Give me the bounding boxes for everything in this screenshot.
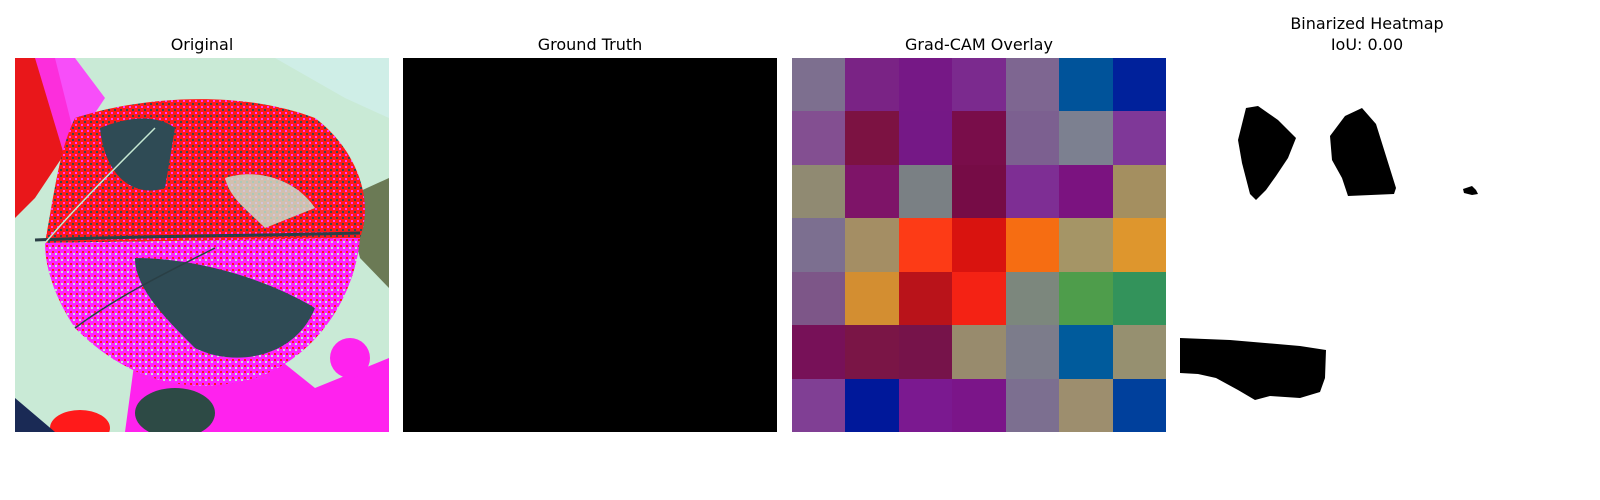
gradcam-cell-1-6 [1112, 111, 1166, 165]
gradcam-grid [792, 58, 1166, 432]
gradcam-cell-6-0 [792, 378, 846, 432]
gradcam-cell-2-1 [845, 164, 899, 219]
gradcam-title: Grad-CAM Overlay [905, 35, 1053, 54]
gradcam-cell-1-1 [845, 111, 899, 165]
binarized-subtitle: IoU: 0.00 [1330, 35, 1404, 54]
gradcam-cell-4-1 [845, 271, 899, 326]
gradcam-cell-0-6 [1112, 58, 1166, 112]
leaf-image [15, 58, 389, 432]
gradcam-cell-4-6 [1112, 271, 1166, 326]
gradcam-cell-6-4 [1005, 378, 1060, 432]
gradcam-cell-5-0 [792, 325, 846, 379]
original-title: Original [170, 35, 234, 54]
gradcam-cell-2-2 [898, 164, 953, 219]
gradcam-cell-0-4 [1005, 58, 1060, 112]
gradcam-cell-0-3 [952, 58, 1006, 112]
binarized-image [1180, 58, 1554, 432]
binarized-panel: Binarized Heatmap IoU: 0.00 [1180, 0, 1554, 500]
gradcam-cell-4-5 [1059, 271, 1113, 326]
gradcam-cell-6-5 [1059, 378, 1113, 432]
original-panel: Original [15, 0, 389, 500]
gradcam-cell-6-3 [952, 378, 1006, 432]
gradcam-cell-3-1 [845, 218, 899, 272]
gradcam-cell-1-0 [792, 111, 846, 165]
gradcam-cell-2-6 [1112, 164, 1166, 219]
gradcam-cell-5-1 [845, 325, 899, 379]
gradcam-cell-0-0 [792, 58, 846, 112]
gradcam-cell-2-4 [1005, 164, 1060, 219]
gradcam-cell-5-3 [952, 325, 1006, 379]
gradcam-cell-0-1 [845, 58, 899, 112]
binarized-title: Binarized Heatmap [1290, 14, 1444, 33]
ground-truth-panel: Ground Truth [403, 0, 777, 500]
gradcam-cell-6-1 [845, 378, 899, 432]
ground-truth-image [403, 58, 777, 432]
gradcam-cell-1-5 [1059, 111, 1113, 165]
gradcam-cell-5-2 [898, 325, 953, 379]
original-image [15, 58, 389, 432]
gradcam-cell-5-4 [1005, 325, 1060, 379]
gradcam-cell-5-5 [1059, 325, 1113, 379]
gradcam-cell-4-2 [898, 271, 953, 326]
gradcam-cell-1-3 [952, 111, 1006, 165]
gradcam-cell-6-6 [1112, 378, 1166, 432]
ground-truth-title: Ground Truth [537, 35, 643, 54]
gradcam-cell-3-6 [1112, 218, 1166, 272]
gradcam-cell-6-2 [898, 378, 953, 432]
binary-mask [1180, 106, 1478, 400]
gradcam-cell-1-2 [898, 111, 953, 165]
gradcam-cell-4-0 [792, 271, 846, 326]
gradcam-cell-3-3 [952, 218, 1006, 272]
gradcam-cell-3-0 [792, 218, 846, 272]
gradcam-cell-2-3 [952, 164, 1006, 219]
gradcam-cell-3-4 [1005, 218, 1060, 272]
gradcam-cell-3-5 [1059, 218, 1113, 272]
gradcam-cell-4-3 [952, 271, 1006, 326]
gradcam-cell-0-5 [1059, 58, 1113, 112]
gradcam-cell-1-4 [1005, 111, 1060, 165]
gradcam-cell-5-6 [1112, 325, 1166, 379]
gradcam-cell-2-5 [1059, 164, 1113, 219]
gradcam-cell-0-2 [898, 58, 953, 112]
gradcam-cell-3-2 [898, 218, 953, 272]
gradcam-cell-4-4 [1005, 271, 1060, 326]
gradcam-panel: Grad-CAM Overlay [792, 0, 1166, 500]
gradcam-image [792, 58, 1166, 432]
gradcam-cell-2-0 [792, 164, 846, 219]
